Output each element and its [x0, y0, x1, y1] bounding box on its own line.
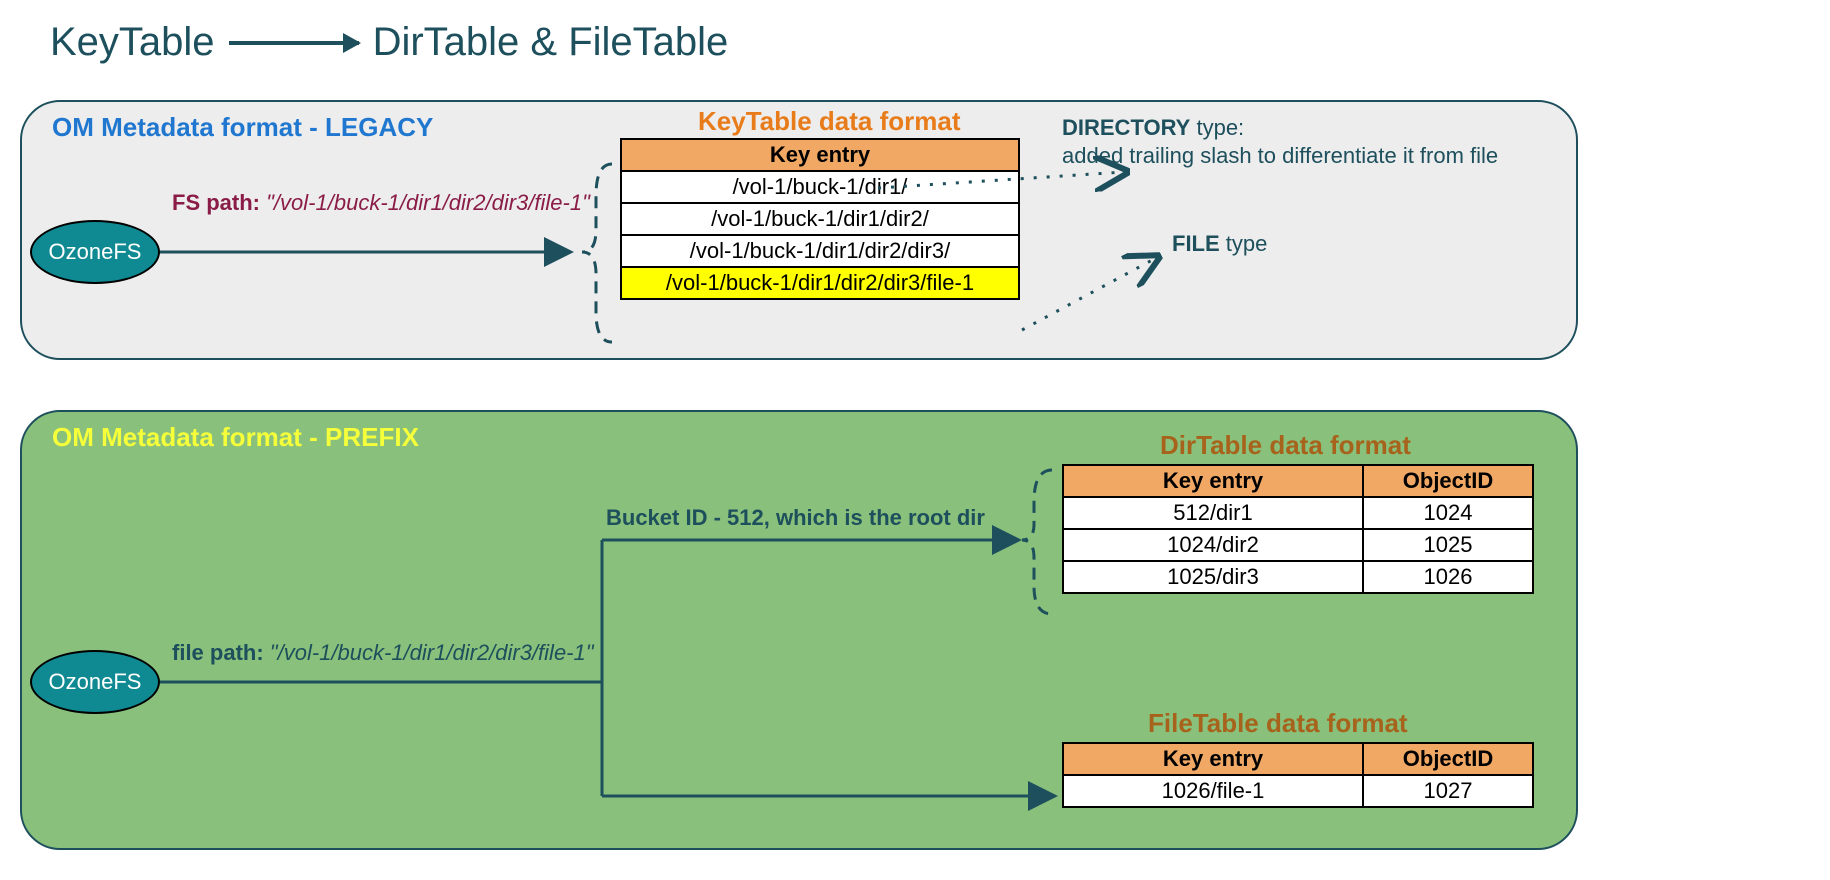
- table-cell: 512/dir1: [1063, 497, 1363, 529]
- file-note-label: FILE: [1172, 231, 1220, 256]
- table-cell: 1026/file-1: [1063, 775, 1363, 807]
- arrow-right-icon: [229, 41, 359, 45]
- table-cell: 1024/dir2: [1063, 529, 1363, 561]
- dirtable-header-obj: ObjectID: [1363, 465, 1533, 497]
- fs-path-label: FS path:: [172, 190, 260, 215]
- table-row: /vol-1/buck-1/dir1/dir2/: [621, 203, 1019, 235]
- table-row-highlight: /vol-1/buck-1/dir1/dir2/dir3/file-1: [621, 267, 1019, 299]
- table-cell: 1025/dir3: [1063, 561, 1363, 593]
- table-cell: 1027: [1363, 775, 1533, 807]
- directory-note-rest: type:: [1190, 115, 1244, 140]
- fs-path-value: "/vol-1/buck-1/dir1/dir2/dir3/file-1": [266, 190, 590, 215]
- dirtable: Key entry ObjectID 512/dir11024 1024/dir…: [1062, 464, 1534, 594]
- panel-legacy: OM Metadata format - LEGACY OzoneFS FS p…: [20, 100, 1578, 360]
- directory-note-label: DIRECTORY: [1062, 115, 1190, 140]
- filetable-header-key: Key entry: [1063, 743, 1363, 775]
- ozonefs-node-legacy: OzoneFS: [30, 220, 160, 284]
- fs-path-legacy: FS path: "/vol-1/buck-1/dir1/dir2/dir3/f…: [172, 190, 590, 216]
- ozonefs-node-prefix: OzoneFS: [30, 650, 160, 714]
- page-title: KeyTable DirTable & FileTable: [50, 20, 728, 65]
- filetable-header-obj: ObjectID: [1363, 743, 1533, 775]
- keytable: Key entry /vol-1/buck-1/dir1/ /vol-1/buc…: [620, 138, 1020, 300]
- table-row: /vol-1/buck-1/dir1/: [621, 171, 1019, 203]
- filetable: Key entry ObjectID 1026/file-11027: [1062, 742, 1534, 808]
- file-path-value: "/vol-1/buck-1/dir1/dir2/dir3/file-1": [270, 640, 594, 665]
- bucket-id-note: Bucket ID - 512, which is the root dir: [606, 504, 985, 532]
- panel-legacy-title: OM Metadata format - LEGACY: [52, 112, 433, 143]
- keytable-title: KeyTable data format: [698, 106, 960, 137]
- keytable-header: Key entry: [621, 139, 1019, 171]
- file-path-prefix: file path: "/vol-1/buck-1/dir1/dir2/dir3…: [172, 640, 594, 666]
- panel-prefix-title: OM Metadata format - PREFIX: [52, 422, 419, 453]
- directory-note: DIRECTORY type: added trailing slash to …: [1062, 114, 1498, 169]
- table-row: /vol-1/buck-1/dir1/dir2/dir3/: [621, 235, 1019, 267]
- dirtable-title: DirTable data format: [1160, 430, 1411, 461]
- directory-note-line2: added trailing slash to differentiate it…: [1062, 143, 1498, 168]
- file-note-rest: type: [1220, 231, 1268, 256]
- table-cell: 1025: [1363, 529, 1533, 561]
- title-right: DirTable & FileTable: [373, 20, 729, 65]
- file-path-label: file path:: [172, 640, 264, 665]
- table-cell: 1024: [1363, 497, 1533, 529]
- table-cell: 1026: [1363, 561, 1533, 593]
- ozonefs-label: OzoneFS: [49, 669, 142, 695]
- panel-prefix: OM Metadata format - PREFIX OzoneFS file…: [20, 410, 1578, 850]
- title-left: KeyTable: [50, 20, 215, 65]
- ozonefs-label: OzoneFS: [49, 239, 142, 265]
- dirtable-header-key: Key entry: [1063, 465, 1363, 497]
- filetable-title: FileTable data format: [1148, 708, 1408, 739]
- file-note: FILE type: [1172, 230, 1267, 258]
